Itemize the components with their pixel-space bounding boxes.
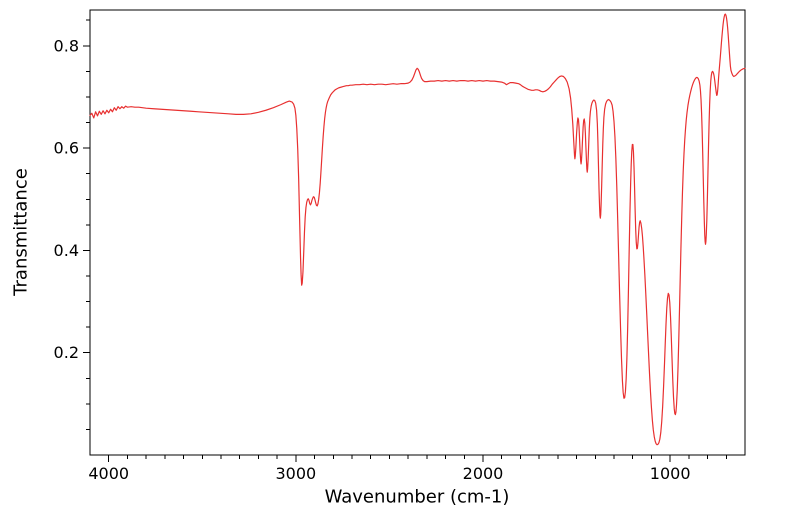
y-tick-label: 0.2 <box>54 343 79 362</box>
y-tick-label: 0.4 <box>54 241 79 260</box>
spectrum-line <box>89 13 746 446</box>
x-tick-label: 4000 <box>88 464 129 483</box>
x-axis-label: Wavenumber (cm-1) <box>324 486 510 508</box>
x-tick-label: 1000 <box>650 464 691 483</box>
y-axis-label: Transmittance <box>10 168 32 296</box>
plot-border <box>89 9 746 456</box>
x-tick-label: 3000 <box>275 464 316 483</box>
y-tick-label: 0.6 <box>54 139 79 158</box>
x-tick-label: 2000 <box>463 464 504 483</box>
y-tick-label: 0.8 <box>54 36 79 55</box>
